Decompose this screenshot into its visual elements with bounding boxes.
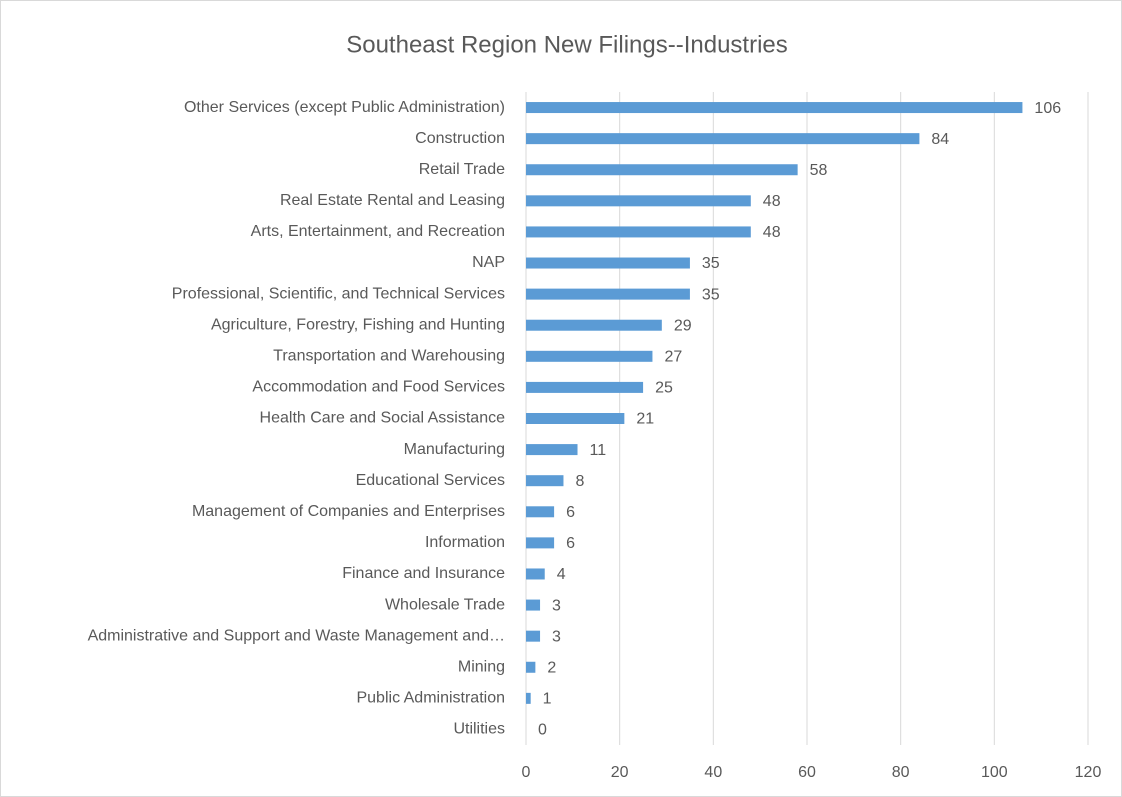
y-tick-label: Professional, Scientific, and Technical …: [172, 285, 505, 302]
data-label: 35: [702, 286, 720, 303]
chart-title: Southeast Region New Filings--Industries: [346, 31, 788, 58]
bar: [526, 288, 690, 300]
bar: [526, 444, 578, 456]
bar: [526, 506, 555, 518]
x-tick-label: 100: [981, 764, 1008, 781]
y-tick-label: Management of Companies and Enterprises: [192, 503, 505, 520]
y-tick-label: Wholesale Trade: [385, 596, 505, 613]
data-label: 35: [702, 255, 720, 272]
y-tick-label: Manufacturing: [404, 441, 505, 458]
data-label: 6: [566, 535, 575, 552]
x-tick-label: 20: [611, 764, 629, 781]
bar: [526, 133, 920, 145]
y-tick-label: Arts, Entertainment, and Recreation: [251, 223, 505, 240]
bar: [526, 568, 545, 580]
data-label: 0: [538, 722, 547, 739]
data-label: 1: [543, 691, 552, 708]
bar: [526, 257, 690, 269]
bar: [526, 350, 653, 362]
data-label: 106: [1034, 100, 1061, 117]
y-tick-label: Educational Services: [356, 472, 505, 489]
y-tick-label: Real Estate Rental and Leasing: [280, 192, 505, 209]
bar: [526, 226, 751, 238]
data-label: 48: [763, 193, 781, 210]
y-tick-label: Administrative and Support and Waste Man…: [88, 627, 505, 644]
bar: [526, 692, 531, 704]
bar: [526, 102, 1023, 114]
y-tick-label: Public Administration: [356, 690, 505, 707]
data-label: 3: [552, 628, 561, 645]
data-label: 21: [636, 411, 654, 428]
bar: [526, 599, 541, 611]
y-tick-label: Agriculture, Forestry, Fishing and Hunti…: [211, 316, 505, 333]
data-label: 58: [810, 162, 828, 179]
data-label: 8: [575, 473, 584, 490]
bar: [526, 164, 798, 176]
bar: [526, 319, 662, 331]
data-label: 25: [655, 380, 673, 397]
data-label: 3: [552, 597, 561, 614]
x-tick-label: 120: [1075, 764, 1102, 781]
y-tick-label: NAP: [472, 254, 505, 271]
bar: [526, 413, 625, 424]
data-label: 2: [547, 659, 556, 676]
bar: [526, 661, 536, 673]
x-tick-label: 80: [892, 764, 910, 781]
y-tick-label: Utilities: [453, 721, 505, 738]
x-tick-label: 60: [798, 764, 816, 781]
data-label: 48: [763, 224, 781, 241]
y-tick-label: Mining: [458, 658, 505, 675]
bar: [526, 381, 644, 393]
data-label: 4: [557, 566, 566, 583]
data-label: 27: [664, 349, 682, 366]
y-tick-label: Accommodation and Food Services: [252, 379, 505, 396]
y-tick-label: Retail Trade: [419, 161, 505, 178]
y-tick-label: Finance and Insurance: [342, 565, 505, 582]
x-tick-label: 40: [704, 764, 722, 781]
y-tick-label: Health Care and Social Assistance: [260, 410, 506, 427]
data-label: 29: [674, 317, 692, 334]
bar: [526, 630, 541, 642]
bar: [526, 475, 564, 487]
x-tick-label: 0: [522, 764, 531, 781]
y-tick-label: Transportation and Warehousing: [273, 348, 505, 365]
bar: [526, 537, 555, 549]
data-label: 11: [590, 442, 607, 459]
y-tick-label: Construction: [415, 130, 505, 147]
bar: [526, 195, 751, 207]
y-tick-label: Information: [425, 534, 505, 551]
data-label: 84: [931, 131, 949, 148]
data-label: 6: [566, 504, 575, 521]
y-tick-label: Other Services (except Public Administra…: [184, 99, 505, 116]
